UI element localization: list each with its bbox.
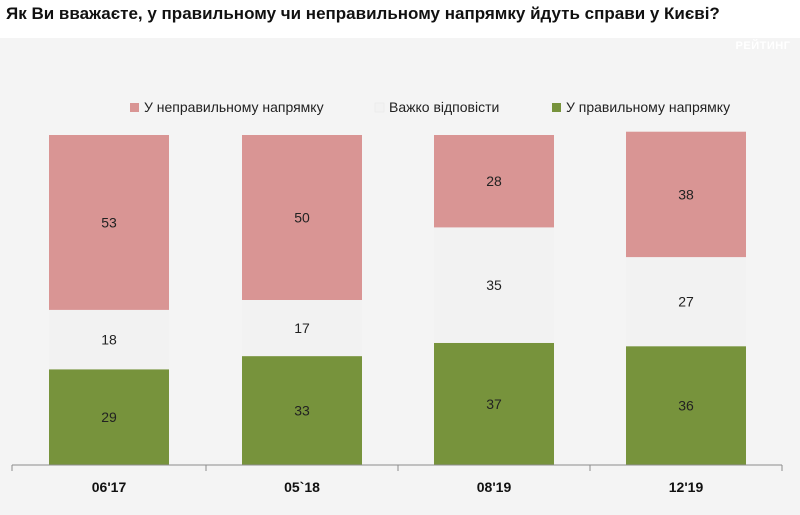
data-label-hard-to-answer: 18 <box>101 332 117 348</box>
legend-label-wrong-direction: У неправильному напрямку <box>144 99 324 115</box>
bar-segment-wrong-direction <box>49 135 169 310</box>
bar-segment-wrong-direction <box>434 135 554 228</box>
data-label-right-direction: 29 <box>101 409 117 425</box>
bar-segment-hard-to-answer <box>242 300 362 357</box>
bars: 29 18 53 33 17 50 37 35 28 36 27 38 <box>49 131 746 465</box>
data-label-right-direction: 37 <box>486 396 502 412</box>
x-tick-label: 08'19 <box>477 479 512 495</box>
x-axis: 06'17 05`18 08'19 12'19 <box>11 464 783 495</box>
data-label-wrong-direction: 38 <box>678 186 694 202</box>
data-label-wrong-direction: 28 <box>486 173 502 189</box>
data-label-hard-to-answer: 35 <box>486 277 502 293</box>
data-label-wrong-direction: 50 <box>294 210 310 226</box>
bar-segment-wrong-direction <box>242 135 362 300</box>
legend-swatch-wrong-direction <box>130 103 139 112</box>
bar-segment-right-direction <box>49 369 169 465</box>
bar-segment-wrong-direction <box>626 131 746 258</box>
data-label-right-direction: 36 <box>678 398 694 414</box>
bar-segment-right-direction <box>626 346 746 465</box>
x-tick-label: 06'17 <box>92 479 127 495</box>
chart-title: Як Ви вважаєте, у правильному чи неправи… <box>6 4 720 23</box>
data-label-hard-to-answer: 27 <box>678 294 694 310</box>
legend-label-right-direction: У правильному напрямку <box>566 99 730 115</box>
bar-segment-hard-to-answer <box>626 257 746 347</box>
legend-swatch-hard-to-answer <box>374 102 385 113</box>
legend: У неправильному напрямку Важко відповісти… <box>130 99 730 115</box>
bar-segment-right-direction <box>242 356 362 465</box>
data-label-hard-to-answer: 17 <box>294 320 310 336</box>
bar-segment-hard-to-answer <box>434 227 554 343</box>
x-tick-label: 05`18 <box>284 479 320 495</box>
bar-segment-hard-to-answer <box>49 309 169 370</box>
x-tick-label: 12'19 <box>669 479 704 495</box>
watermark-logo: РЕЙТИНГ <box>735 40 791 52</box>
data-label-right-direction: 33 <box>294 403 310 419</box>
bar-segment-right-direction <box>434 342 554 465</box>
legend-swatch-right-direction <box>552 103 561 112</box>
data-label-wrong-direction: 53 <box>101 214 117 230</box>
legend-label-hard-to-answer: Важко відповісти <box>389 99 499 115</box>
